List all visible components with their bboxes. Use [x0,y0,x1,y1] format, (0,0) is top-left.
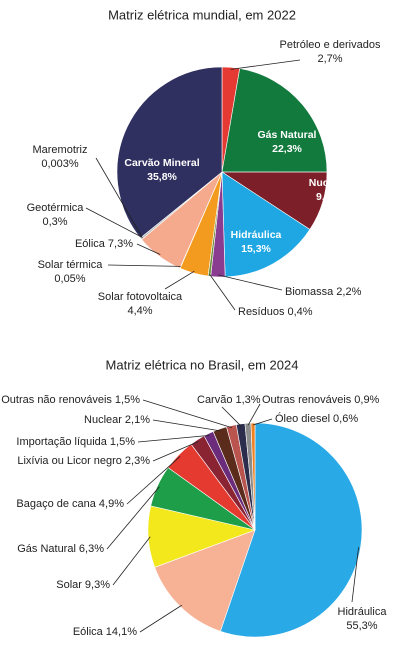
pie-slice [221,171,311,278]
pie [116,66,328,278]
slice-value-label: 9,3% [85,579,110,591]
pie-slice [221,68,328,173]
slice-value-label: 2,3% [125,455,150,467]
pie-slice [116,66,223,239]
slice-value-label: 0,4% [287,306,312,318]
slice-value-label: 0,3% [42,216,67,228]
slice-value-label: 15,3% [241,243,271,255]
slice-label: Nuclear 2,1% [84,414,150,426]
slice-value-label: 2,7% [317,53,342,65]
slice-value-label: 4,9% [99,498,124,510]
leader-line [112,536,151,586]
chart-title: Matriz elétrica no Brasil, em 2024 [106,357,299,372]
leader-line [139,604,182,633]
slice-label: Biomassa 2,2% [285,286,362,298]
slice-category: Solar [56,579,82,591]
slice-value-label: 0,6% [333,413,358,425]
slice-label: Gás Natural 6,3% [17,543,104,555]
leader-line [126,456,181,505]
slice-value-label: 1,5% [115,394,140,406]
leader-line [85,207,143,238]
leader-line [247,403,261,426]
leader-line [252,418,273,426]
leader-line [106,486,160,550]
slice-label: Eólica 7,3% [75,238,133,250]
pie-slice [219,422,363,638]
leader-line [221,406,242,427]
chart-title: Matriz elétrica mundial, em 2022 [108,7,296,22]
slice-category: Gás Natural [17,543,76,555]
slice-label: Carvão Mineral [124,157,199,169]
slice-label: Hidráulica [338,606,388,618]
slice-label: Maremotriz [32,144,87,156]
leader-line [152,441,199,462]
slice-category: Lixívia ou Licor negro [17,455,122,467]
slice-category: Outras não renováveis [1,394,112,406]
slice-category: Eólica [73,626,104,638]
slice-category: Bagaço de cana [16,498,96,510]
slice-label: Geotérmica [27,202,85,214]
slice-label: Eólica 14,1% [73,626,137,638]
leader-line [95,157,143,237]
slice-value-label: 4,4% [127,305,152,317]
leader-line [351,547,359,603]
slice-label: Hidráulica [231,229,282,241]
slice-value-label: 2,2% [336,286,361,298]
slice-category: Outras renováveis [262,394,352,406]
slice-label: Solar 9,3% [56,579,110,591]
slice-label: Óleo diesel 0,6% [275,412,358,425]
slice-label: Outras renováveis 0,9% [262,394,380,406]
leader-line [230,59,301,70]
slice-value-label: 0,003% [41,158,79,170]
slice-category: Importação líquida [16,436,107,448]
slice-label: Petróleo e derivados [280,39,381,51]
leader-line [164,270,195,290]
slice-value-label: 22,3% [272,143,302,155]
slice-value-label: 7,3% [108,238,133,250]
slice-value-label: 1,5% [110,436,135,448]
leader-line [137,434,210,443]
slice-label: Bagaço de cana 4,9% [16,498,124,510]
leader-line [217,274,283,291]
slice-value-label: 9,2% [316,191,341,203]
slice-value-label: 35,8% [147,171,177,183]
pie-slice [154,529,256,632]
pie [147,422,363,638]
slice-value-label: 2,1% [125,414,150,426]
slice-category: Óleo diesel [275,412,330,425]
leader-line [136,243,161,255]
slice-value-label: 14,1% [106,626,137,638]
slice-value-label: 0,05% [54,273,85,285]
leader-line [107,264,181,267]
slice-label: Solar térmica [38,259,104,271]
slice-label: Gás Natural [258,129,317,141]
slice-category: Resíduos [238,306,285,318]
slice-value-label: 1,3% [235,394,260,406]
slice-label: Carvão 1,3% [197,394,261,406]
slice-category: Eólica [75,238,106,250]
slice-label: Resíduos 0,4% [238,306,313,318]
slice-label: Outras não renováveis 1,5% [1,394,140,406]
slice-label: Nuclear [309,177,348,189]
leader-line [209,274,236,311]
slice-label: Lixívia ou Licor negro 2,3% [17,455,150,467]
slice-value-label: 0,9% [354,394,379,406]
leader-line [152,419,221,432]
slice-value-label: 55,3% [346,620,377,632]
slice-label: Importação líquida 1,5% [16,436,135,448]
slice-category: Carvão [197,394,232,406]
slice-label: Solar fotovoltaica [98,291,183,303]
pie-slice [250,422,256,531]
slice-value-label: 6,3% [79,543,104,555]
slice-category: Nuclear [84,414,122,426]
slice-category: Biomassa [285,286,334,298]
leader-line [142,399,232,428]
